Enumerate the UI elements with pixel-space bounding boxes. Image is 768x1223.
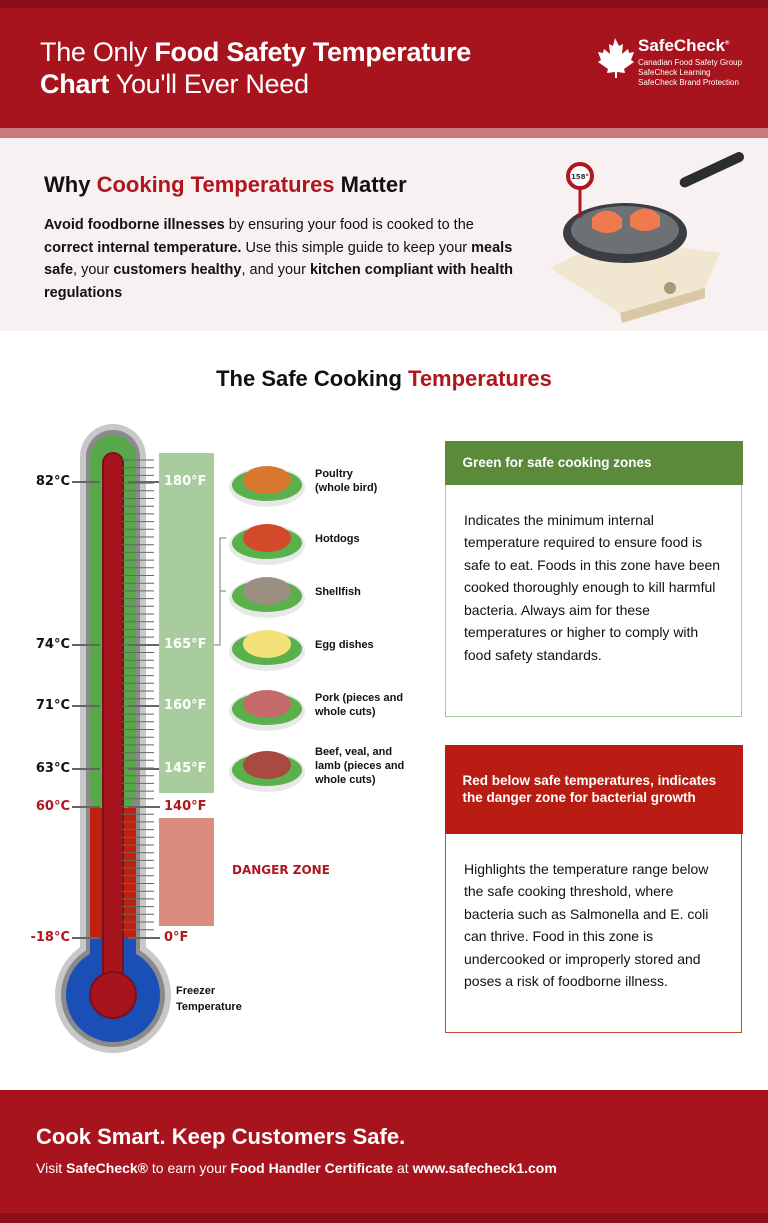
- fahrenheit-label: 160°F: [164, 698, 207, 713]
- why-paragraph: Avoid foodborne illnesses by ensuring yo…: [44, 214, 514, 304]
- why-text-run: customers healthy: [113, 262, 242, 278]
- website-link[interactable]: www.safecheck1.com: [412, 1160, 557, 1176]
- why-heading: Why Cooking Temperatures Matter: [44, 172, 407, 197]
- food-label: Egg dishes: [315, 638, 374, 652]
- green-card: Green for safe cooking zones Indicates t…: [444, 440, 743, 717]
- header-top-bar: [0, 0, 768, 8]
- footer-text: Visit SafeCheck® to earn your Food Handl…: [36, 1160, 557, 1176]
- logo-sub: SafeCheck Brand Protection: [638, 78, 739, 87]
- celsius-label: 82°C: [35, 474, 70, 489]
- green-card-title: Green for safe cooking zones: [444, 440, 743, 485]
- food-label-line: (whole bird): [315, 482, 378, 494]
- freezer-label: Freezer Temperature: [176, 985, 242, 1013]
- title-part: You'll Ever Need: [109, 69, 309, 99]
- shellfish-icon: [229, 577, 305, 618]
- why-text-run: Avoid foodborne illnesses: [44, 217, 225, 233]
- fahrenheit-label: 0°F: [164, 930, 189, 945]
- frying-pan-icon: 158°: [550, 152, 745, 323]
- safecheck-logo: SafeCheck® Canadian Food Safety Group Saf…: [596, 34, 762, 104]
- food-label-line: whole cuts): [315, 706, 376, 718]
- divider-strip: [0, 128, 768, 138]
- celsius-label: 63°C: [35, 761, 70, 776]
- fahrenheit-label: 140°F: [164, 799, 207, 814]
- celsius-label: 71°C: [35, 698, 70, 713]
- food-label-line: Egg dishes: [315, 639, 374, 651]
- food-label-line: Shellfish: [315, 586, 361, 598]
- footer-title: Cook Smart. Keep Customers Safe.: [36, 1124, 406, 1149]
- food-label-line: Beef, veal, and: [315, 746, 393, 758]
- why-text-run: meals safe: [44, 239, 513, 279]
- food-label-line: Pork (pieces and: [315, 692, 404, 704]
- footer-banner: Cook Smart. Keep Customers Safe. Visit S…: [0, 1090, 768, 1223]
- food-label: Shellfish: [315, 585, 361, 599]
- food-label-line: whole cuts): [315, 774, 376, 786]
- mercury-bulb: [91, 973, 135, 1017]
- fahrenheit-label: 165°F: [164, 637, 207, 652]
- page-title: The Only Food Safety Temperature Chart Yo…: [40, 36, 471, 100]
- danger-temperature-band: [159, 818, 214, 926]
- why-text-run: kitchen compliant with health regulation…: [44, 262, 514, 301]
- mercury-column: [104, 454, 122, 994]
- thermometer-badge: 158°: [571, 173, 589, 181]
- food-label: Hotdogs: [315, 532, 360, 546]
- celsius-label: 74°C: [35, 637, 70, 652]
- why-text-run: Use this simple guide to keep your: [241, 239, 472, 256]
- food-label: Pork (pieces and whole cuts): [315, 691, 403, 719]
- safe-temperature-band: [159, 453, 214, 793]
- beef-slices-icon: [229, 751, 305, 792]
- logo-sub: SafeCheck Learning: [638, 68, 711, 77]
- red-card: Red below safe temperatures, indicates t…: [444, 744, 743, 1033]
- logo-mark: ®: [724, 40, 730, 47]
- green-card-body: Indicates the minimum internal temperatu…: [464, 511, 721, 663]
- footer-bottom-bar: [0, 1213, 768, 1223]
- fahrenheit-label: 180°F: [164, 474, 207, 489]
- why-text-run: by ensuring your food is cooked to the: [224, 217, 474, 233]
- logo-name: SafeCheck: [638, 36, 725, 55]
- why-text-run: , your: [73, 262, 114, 278]
- fried-egg-icon: [229, 630, 305, 671]
- roast-chicken-icon: [229, 466, 305, 507]
- section-heading: The Safe Cooking Temperatures: [216, 366, 552, 391]
- hotdogs-icon: [229, 524, 305, 565]
- food-label-line: lamb (pieces and: [315, 760, 405, 772]
- danger-zone-label: DANGER ZONE: [232, 863, 330, 877]
- food-label: Beef, veal, and lamb (pieces and whole cut…: [315, 745, 404, 787]
- red-card-title: Red below safe temperatures, indicates t…: [444, 744, 743, 834]
- fahrenheit-label: 145°F: [164, 761, 207, 776]
- header-banner: The Only Food Safety Temperature Chart Yo…: [0, 0, 768, 128]
- pork-roast-icon: [229, 690, 305, 731]
- celsius-label: 60°C: [35, 799, 70, 814]
- logo-sub: Canadian Food Safety Group: [638, 58, 743, 67]
- food-label: Poultry (whole bird): [315, 467, 377, 495]
- red-card-body: Highlights the temperature range below t…: [464, 860, 709, 990]
- why-section: Why Cooking Temperatures Matter Avoid fo…: [0, 138, 768, 331]
- title-bold: Chart: [40, 69, 110, 99]
- why-text-run: , and your: [241, 262, 310, 278]
- title-part: The Only: [40, 37, 155, 67]
- title-bold: Food Safety Temperature: [154, 37, 472, 67]
- food-label-line: Hotdogs: [315, 533, 360, 545]
- celsius-label: -18°C: [30, 930, 70, 945]
- food-label-line: Poultry: [315, 468, 353, 480]
- maple-leaf-icon: [598, 38, 634, 78]
- why-text-run: correct internal temperature.: [44, 239, 242, 256]
- thermometer-diagram: [55, 424, 305, 1053]
